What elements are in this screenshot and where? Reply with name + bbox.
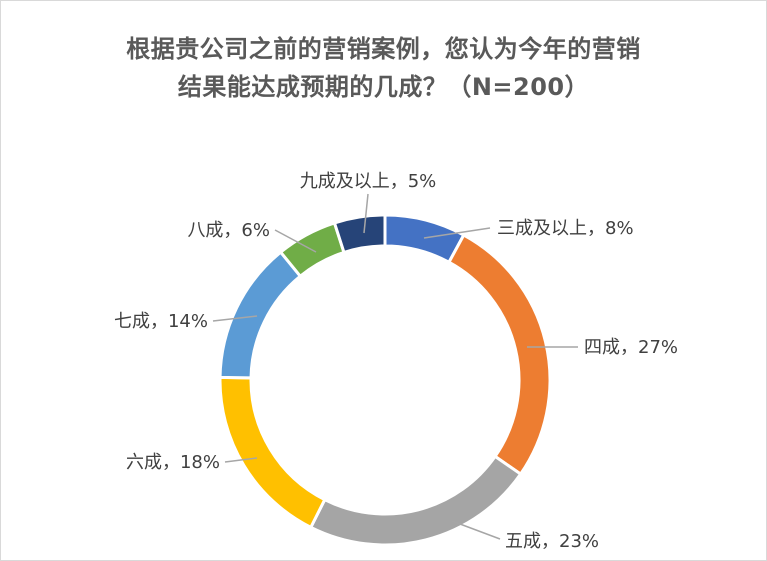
leader-line-7: [363, 193, 369, 234]
leader-line-1: [423, 227, 491, 239]
donut-slice-3: [308, 454, 523, 547]
data-label-7: 九成及以上，5%: [300, 171, 437, 192]
donut-slice-7: [332, 213, 387, 255]
data-label-3: 五成，23%: [505, 531, 599, 552]
leader-line-3: [451, 520, 501, 540]
leader-lines: [212, 193, 578, 540]
leader-line-4: [224, 457, 258, 463]
donut-slice-5: [218, 250, 303, 380]
leader-line-6: [274, 229, 317, 253]
donut-slice-2: [446, 232, 552, 477]
data-label-6: 八成，6%: [187, 220, 270, 241]
chart-title: 根据贵公司之前的营销案例，您认为今年的营销 结果能达成预期的几成？（N=200）: [0, 30, 767, 106]
chart-title-line-2: 结果能达成预期的几成？（N=200）: [177, 73, 590, 101]
data-label-5: 七成，14%: [114, 311, 208, 332]
data-label-4: 六成，18%: [126, 452, 220, 473]
chart-title-line-1: 根据贵公司之前的营销案例，您认为今年的营销: [126, 35, 641, 63]
donut-slice-4: [218, 375, 327, 530]
data-labels: 三成及以上，8% 四成，27% 五成，23% 六成，18% 七成，14% 八成，6% 九成及…: [114, 171, 678, 552]
data-label-2: 四成，27%: [584, 337, 678, 358]
donut-slices: [218, 213, 552, 547]
data-label-1: 三成及以上，8%: [497, 218, 634, 239]
leader-line-5: [212, 315, 258, 322]
